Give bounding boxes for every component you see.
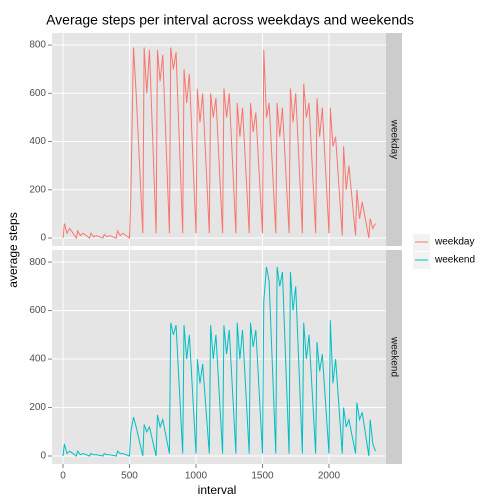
legend-label: weekday — [434, 237, 474, 248]
strip — [386, 33, 402, 246]
y-tick-label: 200 — [29, 402, 46, 413]
x-tick-label: 0 — [60, 471, 66, 482]
strip-label: weekend — [388, 336, 399, 377]
x-axis-label: interval — [198, 483, 237, 497]
y-tick-label: 0 — [40, 233, 46, 244]
x-tick-label: 1000 — [185, 471, 208, 482]
strip — [386, 250, 402, 464]
y-tick-label: 600 — [29, 88, 46, 99]
panel-background — [52, 250, 386, 464]
line — [62, 47, 376, 240]
x-tick-label: 500 — [121, 471, 138, 482]
y-tick-label: 0 — [40, 451, 46, 462]
x-tick-label: 1500 — [251, 471, 274, 482]
y-tick-label: 600 — [29, 305, 46, 316]
y-tick-label: 800 — [29, 40, 46, 51]
y-tick-label: 200 — [29, 184, 46, 195]
y-tick-label: 400 — [29, 354, 46, 365]
y-tick-label: 800 — [29, 257, 46, 268]
legend-label: weekend — [434, 255, 475, 266]
line — [62, 266, 376, 457]
x-tick-label: 2000 — [318, 471, 341, 482]
y-tick-label: 400 — [29, 136, 46, 147]
strip-label: weekday — [388, 119, 399, 159]
y-axis-label: average steps — [6, 212, 20, 287]
chart-title: Average steps per interval across weekda… — [46, 12, 414, 28]
